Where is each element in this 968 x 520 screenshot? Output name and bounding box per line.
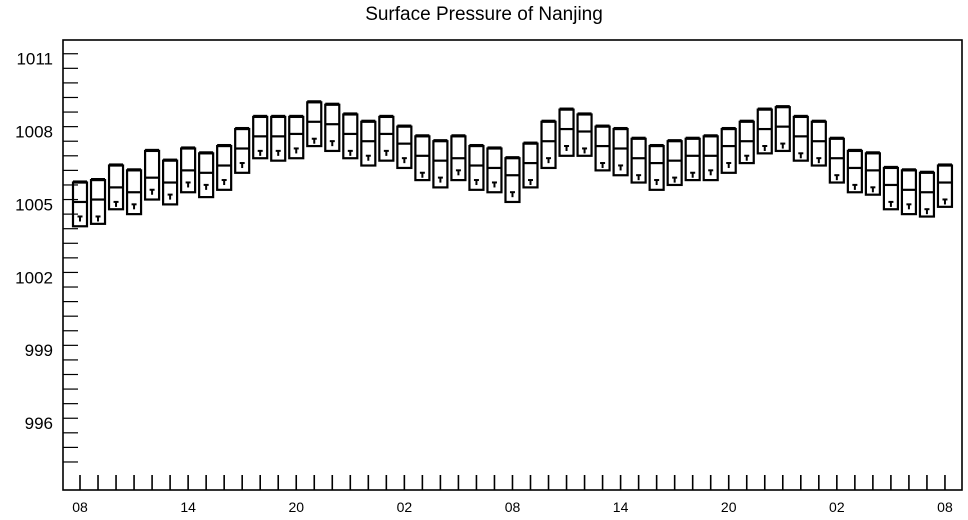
y-tick-label: 996: [25, 414, 53, 433]
x-tick-label: 08: [505, 499, 521, 515]
box: [198, 152, 215, 199]
y-tick-label: 1008: [15, 123, 53, 142]
x-tick-label: 14: [180, 499, 196, 515]
x-tick-label: 14: [613, 499, 629, 515]
y-tick-label: 1011: [16, 50, 53, 69]
x-tick-label: 02: [397, 499, 413, 515]
chart-title: Surface Pressure of Nanjing: [365, 4, 603, 25]
y-tick-label: 999: [25, 341, 53, 360]
y-tick-label: 1005: [15, 195, 53, 214]
x-tick-label: 02: [829, 499, 845, 515]
x-tick-label: 20: [288, 499, 304, 515]
plot-frame: [62, 39, 963, 491]
x-tick-label: 08: [937, 499, 953, 515]
x-tick-label: 08: [72, 499, 88, 515]
y-tick-label: 1002: [15, 268, 53, 287]
x-tick-label: 20: [721, 499, 737, 515]
